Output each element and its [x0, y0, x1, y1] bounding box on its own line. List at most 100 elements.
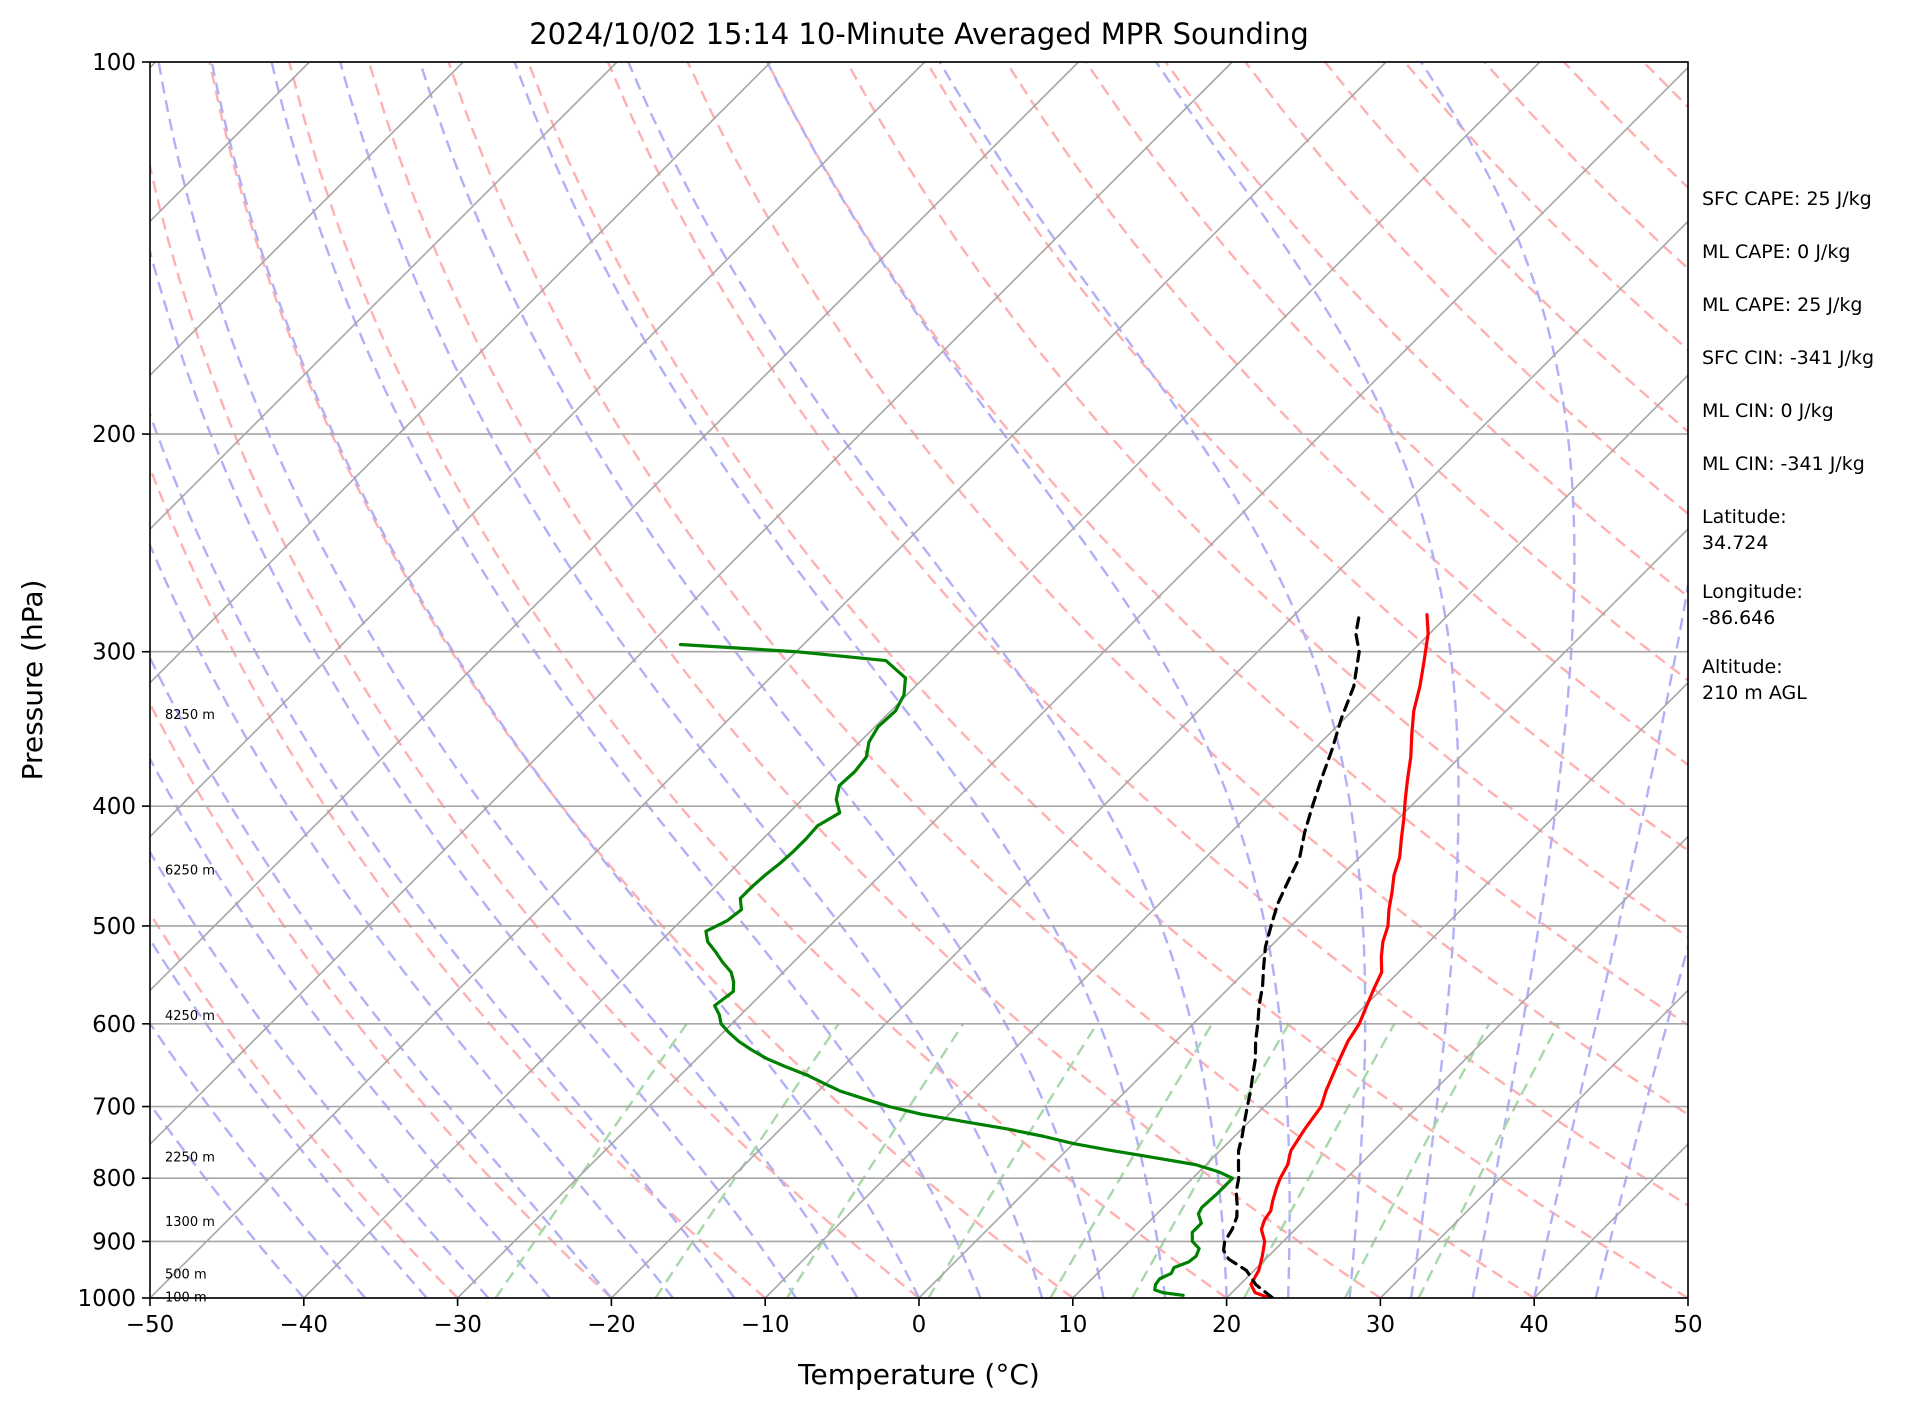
moist-adiabat [210, 62, 921, 1298]
height-label: 4250 m [165, 1009, 215, 1024]
y-axis-label: Pressure (hPa) [16, 580, 49, 781]
moist-adiabat [766, 62, 1291, 1298]
isotherm [150, 62, 926, 838]
ml-cape-text: ML CAPE: 25 J/kg [1702, 294, 1863, 316]
x-tick-label: −10 [741, 1312, 790, 1338]
pressure-gridlines [150, 61, 1688, 1299]
x-tick-label: −40 [280, 1312, 329, 1338]
dry-adiabat [447, 62, 1535, 1298]
dry-adiabat [845, 62, 1688, 939]
y-tick-label: 400 [92, 794, 136, 820]
isotherm [150, 62, 618, 531]
moist-adiabat [150, 247, 797, 1298]
isotherm [1379, 989, 1688, 1298]
isotherm [610, 220, 1688, 1298]
height-label: 1300 m [165, 1215, 215, 1230]
dry-adiabat [1084, 62, 1688, 682]
x-axis-ticks: −50 −40 −30 −20 −10 0 10 20 30 40 50 [126, 1298, 1703, 1338]
x-tick-label: 30 [1366, 1312, 1395, 1338]
moist-adiabat [1420, 62, 1576, 1298]
moist-adiabat [150, 1021, 367, 1298]
isotherm [0, 62, 2, 1298]
sounding-stats: SFC CAPE: 25 J/kg ML CAPE: 0 J/kg ML CAP… [1702, 186, 1907, 729]
height-label: 6250 m [165, 863, 215, 878]
parcel-profile [1221, 613, 1361, 1298]
dry-adiabat [1164, 62, 1688, 599]
mixing-ratio-line [785, 1023, 965, 1298]
sfc-cin-text: SFC CIN: -341 J/kg [1702, 347, 1875, 369]
isotherm [150, 62, 1233, 1146]
mixing-ratio-line [494, 1023, 688, 1298]
moist-adiabat [150, 756, 551, 1298]
y-tick-label: 800 [92, 1166, 136, 1192]
isotherm [918, 527, 1688, 1298]
y-tick-label: 500 [92, 914, 136, 940]
moist-adiabat [150, 655, 613, 1298]
moist-adiabat [270, 62, 982, 1298]
temperature-profile [1249, 613, 1430, 1298]
isotherm [457, 66, 1688, 1298]
dry-adiabat [606, 62, 1688, 1207]
y-tick-label: 100 [92, 50, 136, 76]
x-tick-label: 50 [1673, 1312, 1702, 1338]
moist-adiabat [1533, 578, 1688, 1298]
moist-adiabat [150, 410, 736, 1298]
isotherm [150, 62, 1387, 1298]
altitude-value: 210 m AGL [1702, 682, 1807, 704]
mixing-ratio-line [654, 1023, 840, 1298]
mixing-ratio-line [1417, 1023, 1560, 1298]
dewpoint-profile [678, 642, 1235, 1297]
y-tick-label: 600 [92, 1012, 136, 1038]
isotherm [150, 62, 464, 377]
moist-adiabat [1594, 942, 1688, 1298]
dry-adiabat [527, 62, 1688, 1298]
y-tick-label: 700 [92, 1095, 136, 1121]
isotherm [303, 62, 1541, 1298]
height-label: 500 m [165, 1267, 207, 1282]
x-axis-label: Temperature (°C) [797, 1358, 1040, 1391]
isotherm [1226, 835, 1688, 1298]
chart-title: 2024/10/02 15:14 10-Minute Averaged MPR … [529, 17, 1309, 51]
dry-adiabat [367, 62, 1382, 1298]
y-tick-label: 300 [92, 640, 136, 666]
dry-adiabat [766, 62, 1688, 1027]
moist-adiabat [157, 62, 859, 1298]
isotherm [1072, 681, 1688, 1298]
latitude-value: 34.724 [1702, 532, 1769, 554]
y-axis-ticks: 100 200 300 400 500 600 700 800 900 1000 [77, 50, 150, 1312]
dry-adiabat [686, 62, 1688, 1116]
moist-adiabat [150, 937, 428, 1298]
dry-adiabat [925, 62, 1688, 852]
dry-adiabat [150, 911, 459, 1298]
dry-adiabat [150, 161, 920, 1298]
dry-adiabat [150, 464, 766, 1298]
x-tick-label: 40 [1520, 1312, 1549, 1338]
longitude-label: Longitude: [1702, 581, 1803, 603]
sfc-cape-text: SFC CAPE: 25 J/kg [1702, 188, 1872, 210]
isotherm [150, 62, 772, 684]
longitude-value: -86.646 [1702, 607, 1776, 629]
altitude-block: Altitude: 210 m AGL [1702, 654, 1907, 706]
background-lines [0, 62, 1688, 1298]
x-tick-label: 10 [1058, 1312, 1087, 1338]
ml-cin-text: ML CIN: -341 J/kg [1702, 453, 1865, 475]
moist-adiabat [627, 62, 1228, 1298]
moist-adiabat [938, 62, 1367, 1298]
moist-adiabat [513, 62, 1167, 1298]
ml-cape-text: ML CAPE: 0 J/kg [1702, 241, 1851, 263]
y-tick-label: 1000 [77, 1286, 136, 1312]
sounding-series [678, 613, 1430, 1298]
x-tick-label: −50 [126, 1312, 175, 1338]
y-tick-label: 200 [92, 422, 136, 448]
x-tick-label: 20 [1212, 1312, 1241, 1338]
latitude-label: Latitude: [1702, 506, 1787, 528]
x-tick-label: −30 [433, 1312, 482, 1338]
longitude-block: Longitude: -86.646 [1702, 579, 1907, 631]
moist-adiabat [418, 62, 1105, 1298]
dry-adiabat [150, 701, 613, 1298]
height-label: 2250 m [165, 1150, 215, 1165]
isotherm [150, 62, 1079, 992]
mixing-ratio-line [927, 1023, 1098, 1298]
dry-adiabat [208, 62, 1074, 1298]
